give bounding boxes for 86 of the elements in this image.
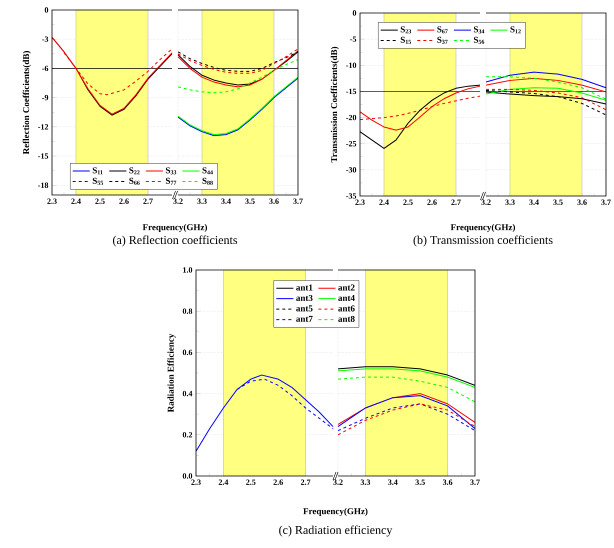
y-tick-label: 0.2 xyxy=(182,432,192,438)
legend-label: S$_{37}$ xyxy=(437,36,448,44)
y-tick-label: -6 xyxy=(42,66,48,72)
text: (a) Reflection coefficients xyxy=(113,235,238,246)
x-tick-label: 3.5 xyxy=(553,200,563,205)
legend-label: S$_{66}$ xyxy=(129,178,140,185)
x-tick-label: 2.7 xyxy=(300,480,310,485)
legend-label: S$_{22}$ xyxy=(129,167,140,174)
y-tick-label: -12 xyxy=(38,124,48,130)
x-tick-label: 3.7 xyxy=(601,200,611,205)
y-axis-title: Transmission Coefficients(dB) xyxy=(330,46,339,162)
y-axis-title: Radiation Efficiency xyxy=(167,334,176,412)
legend-label: S$_{56}$ xyxy=(474,36,484,44)
legend-label: ant5 xyxy=(296,305,313,312)
x-tick-label: 2.7 xyxy=(143,198,153,204)
x-tick-label: 3.3 xyxy=(505,200,515,205)
legend-label: S$_{33}$ xyxy=(166,167,176,174)
legend-label: S$_{55}$ xyxy=(92,178,104,185)
x-tick-label: 3.3 xyxy=(197,198,207,204)
y-tick-label: -35 xyxy=(346,193,356,199)
x-tick-label: 3.3 xyxy=(360,480,370,485)
legend-label: S$_{12}$ xyxy=(510,26,521,34)
x-tick-label: 3.2 xyxy=(173,198,183,204)
y-tick-label: -10 xyxy=(346,62,356,68)
legend-label: S$_{23}$ xyxy=(400,26,412,34)
x-tick-label: 2.6 xyxy=(427,200,437,205)
x-axis-title: Frequency(GHz) xyxy=(450,224,516,232)
x-tick-label: 2.6 xyxy=(119,198,129,204)
x-tick-label: 2.5 xyxy=(403,200,413,205)
x-tick-label: 2.4 xyxy=(379,200,389,205)
legend-label: ant1 xyxy=(296,284,312,291)
legend-label: ant7 xyxy=(296,316,313,322)
x-tick-label: 3.5 xyxy=(415,480,425,485)
x-tick-label: 2.3 xyxy=(191,480,201,485)
x-tick-label: 3.2 xyxy=(481,200,491,205)
x-tick-label: 3.4 xyxy=(529,200,539,205)
text: (c) Radiation efficiency xyxy=(279,525,392,536)
legend-label: S$_{88}$ xyxy=(202,178,213,185)
y-tick-label: 1.0 xyxy=(183,267,192,273)
x-axis-title: Frequency(GHz) xyxy=(142,224,208,232)
x-tick-label: 3.7 xyxy=(470,480,480,485)
legend-label: S$_{34}$ xyxy=(474,26,484,34)
y-tick-label: -3 xyxy=(42,36,48,42)
legend-label: ant8 xyxy=(338,316,355,322)
y-tick-label: -30 xyxy=(346,167,356,173)
x-tick-label: 2.5 xyxy=(246,480,256,485)
y-tick-label: -5 xyxy=(350,36,356,42)
x-tick-label: 3.6 xyxy=(577,200,587,205)
x-tick-label: 3.4 xyxy=(388,480,398,485)
legend-label: S$_{77}$ xyxy=(166,178,176,185)
legend-label: ant3 xyxy=(296,294,313,301)
x-tick-label: 2.3 xyxy=(355,200,365,205)
legend-label: S$_{11}$ xyxy=(92,167,103,174)
legend-label: S$_{44}$ xyxy=(202,167,213,174)
x-tick-label: 3.2 xyxy=(333,480,343,485)
y-tick-label: 0.4 xyxy=(182,390,192,396)
legend-label: S$_{67}$ xyxy=(437,26,448,34)
y-tick-label: 0.0 xyxy=(182,473,192,479)
x-tick-label: 2.7 xyxy=(451,200,461,205)
y-tick-label: -9 xyxy=(42,94,48,100)
y-tick-label: 0.6 xyxy=(182,350,192,356)
x-tick-label: 3.6 xyxy=(269,198,279,204)
x-axis-title: Frequency(GHz) xyxy=(303,508,368,516)
x-tick-label: 2.6 xyxy=(274,480,283,485)
y-tick-label: 0 xyxy=(352,10,356,16)
text: (b) Transmission coefficients xyxy=(414,235,553,246)
y-axis-title: Reflection Coefficients(dB) xyxy=(22,51,31,154)
legend-label: ant2 xyxy=(338,284,355,291)
x-tick-label: 3.5 xyxy=(245,198,255,204)
y-tick-label: 0 xyxy=(44,7,48,13)
y-tick-label: -18 xyxy=(38,182,48,188)
y-tick-label: -15 xyxy=(346,88,356,94)
y-tick-label: 0.8 xyxy=(182,308,192,314)
x-tick-label: 2.4 xyxy=(218,480,228,485)
y-tick-label: -25 xyxy=(346,141,356,146)
x-tick-label: 2.3 xyxy=(47,198,57,204)
y-tick-label: -20 xyxy=(346,114,356,120)
x-tick-label: 2.5 xyxy=(95,198,105,204)
legend-label: ant6 xyxy=(338,305,355,312)
legend-label: ant4 xyxy=(338,294,355,301)
x-tick-label: 2.4 xyxy=(71,198,81,204)
y-tick-label: -15 xyxy=(38,153,48,159)
x-tick-label: 3.7 xyxy=(293,198,303,204)
x-tick-label: 3.6 xyxy=(442,480,452,485)
legend-label: S$_{15}$ xyxy=(400,36,412,44)
x-tick-label: 3.4 xyxy=(221,198,231,204)
